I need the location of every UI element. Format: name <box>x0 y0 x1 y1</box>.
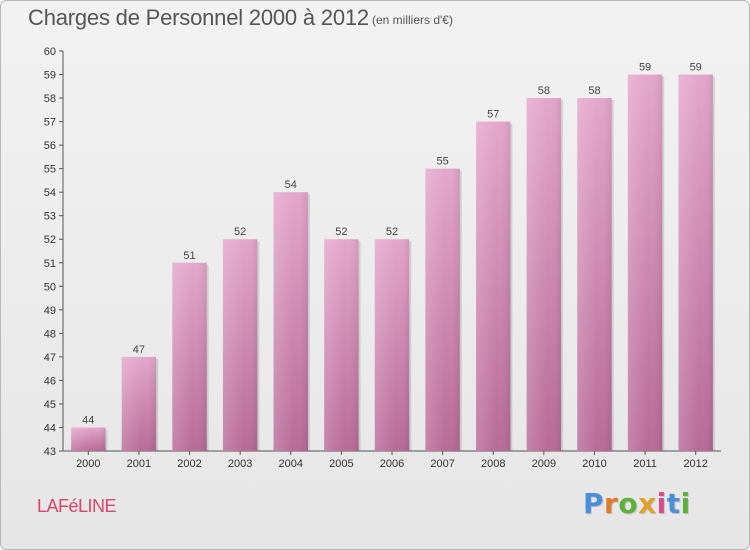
brand-letter: i <box>656 487 667 520</box>
y-tick-label: 56 <box>44 140 56 152</box>
y-tick-label: 60 <box>44 46 56 58</box>
bar-group: 59 <box>678 62 715 451</box>
y-tick-label: 53 <box>44 211 56 223</box>
x-tick-label: 2008 <box>481 458 505 470</box>
bar-group: 58 <box>577 85 614 451</box>
bar-highlight <box>476 121 511 452</box>
x-tick-label: 2002 <box>177 458 201 470</box>
x-tick-label: 2011 <box>633 458 657 470</box>
bar-highlight <box>324 239 359 451</box>
brand-letter: P <box>583 487 605 520</box>
chart-subtitle: (en milliers d'€) <box>372 13 453 27</box>
y-tick-label: 48 <box>44 328 56 340</box>
brand-letter: o <box>618 487 639 520</box>
bar-value-label: 51 <box>183 250 195 262</box>
bar-group: 58 <box>526 85 564 451</box>
brand-letter: r <box>604 487 619 520</box>
bar-highlight <box>627 74 663 451</box>
x-tick-label: 2010 <box>582 458 606 470</box>
bar-highlight <box>678 74 713 451</box>
location-label: LAFéLINE <box>37 496 117 516</box>
bar-value-label: 52 <box>234 226 246 238</box>
bar-value-label: 59 <box>690 62 702 74</box>
bar-highlight <box>273 192 308 452</box>
y-tick-label: 54 <box>44 187 56 199</box>
y-tick-label: 43 <box>44 446 56 458</box>
y-tick-label: 44 <box>44 422 56 434</box>
brand-letter: i <box>680 487 691 520</box>
y-tick-label: 46 <box>44 375 56 387</box>
brand-letter: t <box>666 487 681 520</box>
bar-group: 51 <box>172 250 209 451</box>
x-tick-label: 2001 <box>127 458 151 470</box>
x-tick-label: 2006 <box>380 458 404 470</box>
bar-value-label: 44 <box>82 414 94 426</box>
bar-value-label: 52 <box>335 226 347 238</box>
bar-highlight <box>425 168 460 451</box>
bar-highlight <box>121 356 157 451</box>
x-tick-label: 2004 <box>279 458 303 470</box>
bar-group: 54 <box>273 179 310 452</box>
bar-highlight <box>172 262 207 451</box>
bars: 44 47 51 52 54 52 52 55 57 58 58 59 59 <box>71 62 715 452</box>
x-tick-label: 2003 <box>228 458 252 470</box>
bar-value-label: 58 <box>538 85 550 97</box>
x-axis: 2000 2001 2002 2003 2004 2005 2006 2007 2008 2009… <box>63 450 721 470</box>
x-tick-label: 2000 <box>76 458 100 470</box>
bar-group: 55 <box>425 156 462 451</box>
y-tick-label: 45 <box>44 399 56 411</box>
bar-highlight <box>374 239 410 451</box>
y-tick-label: 49 <box>44 305 56 317</box>
chart-title: Charges de Personnel 2000 à 2012 <box>28 5 369 30</box>
x-tick-label: 2009 <box>532 458 556 470</box>
x-tick-label: 2007 <box>430 458 454 470</box>
x-tick-label: 2005 <box>329 458 353 470</box>
brand-logo: Proxiti <box>583 487 691 520</box>
bar-highlight <box>71 427 106 451</box>
bar-group: 57 <box>476 109 513 452</box>
bar-highlight <box>577 98 612 451</box>
y-tick-label: 47 <box>44 352 56 364</box>
bar-value-label: 47 <box>133 344 145 356</box>
bar-group: 44 <box>71 414 108 451</box>
y-tick-label: 57 <box>44 117 56 129</box>
y-tick-label: 52 <box>44 234 56 246</box>
bar-value-label: 52 <box>386 226 398 238</box>
y-tick-label: 58 <box>44 93 56 105</box>
x-tick-label: 2012 <box>683 458 707 470</box>
bar-highlight <box>222 239 258 451</box>
bar-value-label: 59 <box>639 62 651 74</box>
bar-group: 59 <box>627 62 665 451</box>
bar-group: 52 <box>374 226 412 451</box>
bar-group: 47 <box>121 344 159 451</box>
bar-value-label: 55 <box>436 156 448 168</box>
brand-letter: x <box>638 487 657 520</box>
y-axis: 43 44 45 46 47 48 49 50 51 52 53 54 55 56 57 58 59 60 <box>44 46 64 458</box>
bar-highlight <box>526 98 562 451</box>
y-tick-label: 50 <box>44 281 56 293</box>
y-tick-label: 51 <box>44 258 56 270</box>
bar-group: 52 <box>222 226 260 451</box>
bar-value-label: 54 <box>285 179 297 191</box>
bar-value-label: 58 <box>588 85 600 97</box>
bar-group: 52 <box>324 226 361 451</box>
y-tick-label: 59 <box>44 70 56 82</box>
bar-value-label: 57 <box>487 109 499 121</box>
y-tick-label: 55 <box>44 164 56 176</box>
